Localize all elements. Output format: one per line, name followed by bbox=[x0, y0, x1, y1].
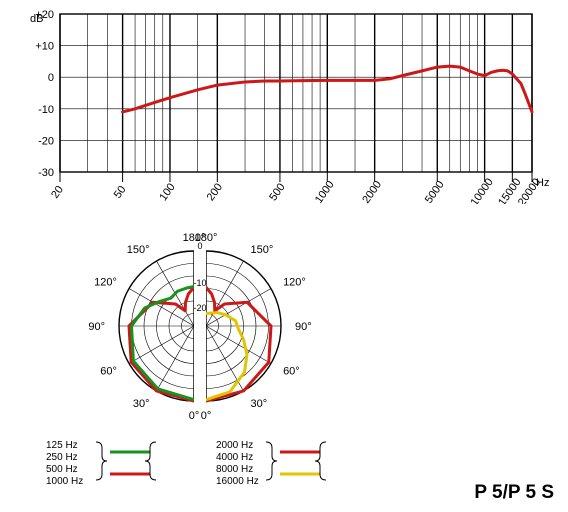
svg-text:30°: 30° bbox=[251, 398, 268, 410]
svg-text:-20: -20 bbox=[193, 303, 206, 313]
svg-text:-10: -10 bbox=[193, 278, 206, 288]
svg-text:150°: 150° bbox=[127, 244, 150, 256]
svg-text:0: 0 bbox=[197, 241, 202, 251]
svg-text:2000: 2000 bbox=[360, 179, 384, 204]
frequency-response-chart: -30-20-100+10+20dB2050100200500100020005… bbox=[16, 6, 560, 204]
svg-text:-30: -30 bbox=[38, 167, 54, 179]
svg-text:100: 100 bbox=[157, 181, 177, 203]
svg-text:500: 500 bbox=[267, 181, 287, 203]
svg-text:150°: 150° bbox=[251, 244, 274, 256]
svg-text:120°: 120° bbox=[94, 277, 117, 289]
svg-text:2000 Hz: 2000 Hz bbox=[216, 440, 253, 451]
svg-text:1000: 1000 bbox=[313, 179, 337, 204]
svg-text:60°: 60° bbox=[283, 366, 300, 378]
svg-text:50: 50 bbox=[112, 184, 129, 201]
svg-text:90°: 90° bbox=[88, 321, 105, 333]
polar-pattern-chart: 0°30°60°90°120°150°180°0°30°60°90°120°15… bbox=[40, 212, 360, 432]
svg-text:120°: 120° bbox=[283, 277, 306, 289]
svg-text:500 Hz: 500 Hz bbox=[46, 464, 78, 475]
svg-text:Hz: Hz bbox=[536, 177, 549, 189]
svg-text:30°: 30° bbox=[133, 398, 150, 410]
svg-text:0°: 0° bbox=[189, 410, 200, 422]
svg-text:16000 Hz: 16000 Hz bbox=[216, 476, 259, 487]
svg-text:200: 200 bbox=[205, 181, 225, 203]
legend: 125 Hz250 Hz500 Hz1000 Hz 2000 Hz4000 Hz8… bbox=[46, 438, 366, 496]
svg-text:125 Hz: 125 Hz bbox=[46, 440, 78, 451]
svg-text:-10: -10 bbox=[38, 104, 54, 116]
svg-text:90°: 90° bbox=[295, 321, 312, 333]
svg-text:10000: 10000 bbox=[468, 176, 495, 204]
svg-text:0: 0 bbox=[48, 72, 54, 84]
svg-text:20: 20 bbox=[49, 184, 66, 201]
svg-text:5000: 5000 bbox=[423, 179, 447, 204]
svg-text:8000 Hz: 8000 Hz bbox=[216, 464, 253, 475]
svg-text:+10: +10 bbox=[35, 41, 54, 53]
svg-text:4000 Hz: 4000 Hz bbox=[216, 452, 253, 463]
product-label: P 5/P 5 S bbox=[474, 482, 554, 504]
svg-text:1000 Hz: 1000 Hz bbox=[46, 476, 83, 487]
svg-text:-20: -20 bbox=[38, 135, 54, 147]
svg-text:60°: 60° bbox=[100, 366, 117, 378]
svg-text:0°: 0° bbox=[201, 410, 212, 422]
svg-text:dB: dB bbox=[30, 13, 43, 25]
svg-text:250 Hz: 250 Hz bbox=[46, 452, 78, 463]
